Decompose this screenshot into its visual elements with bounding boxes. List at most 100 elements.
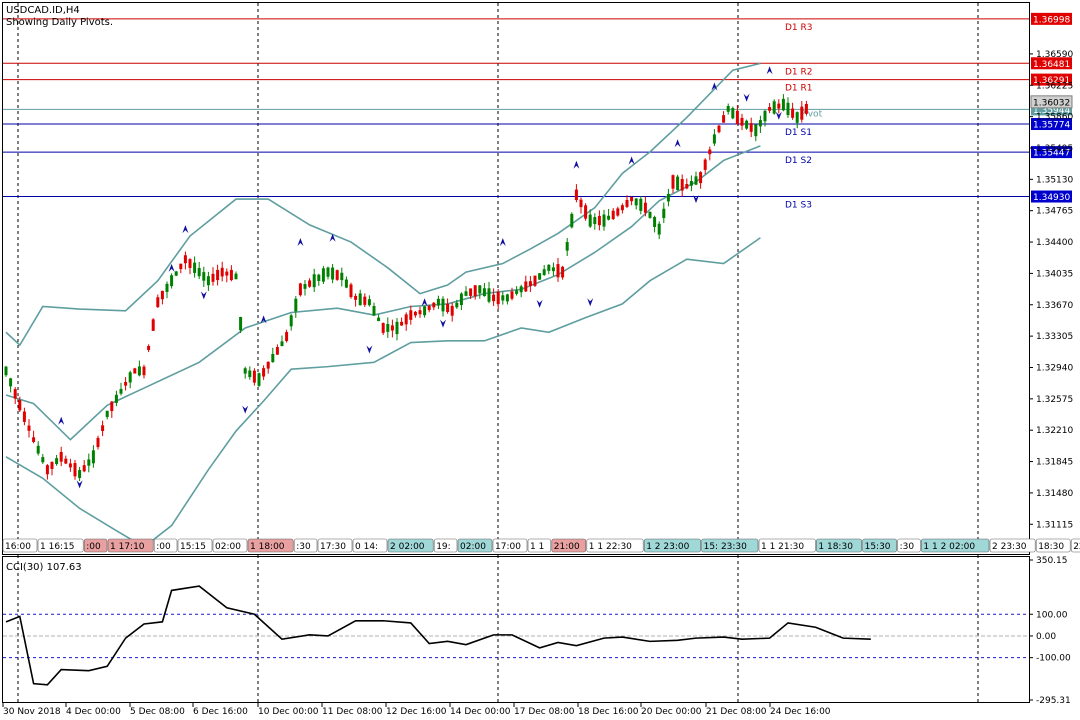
candle-body — [694, 176, 698, 185]
candle-body — [404, 314, 408, 325]
candle-body — [473, 285, 477, 297]
candle-body — [459, 293, 463, 306]
cci-name: CCI(30) — [6, 562, 44, 573]
fractal-down-marker — [366, 345, 373, 354]
session-label-box — [492, 538, 528, 553]
pivot-badge — [1031, 73, 1072, 86]
bollinger-bands — [5, 62, 761, 548]
session-label-box — [247, 538, 294, 553]
candle-body — [436, 298, 440, 306]
date-label: 5 Dec 08:00 — [130, 707, 185, 717]
session-label-text: :00 — [86, 542, 101, 552]
candle-body — [298, 283, 302, 296]
candle-body — [110, 401, 114, 412]
candle-body — [142, 366, 146, 376]
candle-body — [781, 98, 785, 111]
price-tick-label: 1.34400 — [1036, 238, 1073, 248]
session-label-text: 1 1 2 02:00 — [923, 542, 975, 552]
price-tick-label: 1.31115 — [1036, 520, 1073, 530]
session-label-text: 22:30 — [1073, 542, 1080, 552]
cci-line — [5, 585, 871, 686]
session-label-text: 1 1 — [530, 542, 544, 552]
candle-body — [524, 281, 528, 292]
session-label-box — [586, 538, 644, 553]
cci-tick-label: 100.00 — [1036, 610, 1068, 620]
candle-body — [36, 445, 40, 454]
candle-body — [542, 269, 546, 276]
cci-title: CCI(30) 107.63 — [6, 562, 82, 573]
pivot-subtitle: Showing Daily Pivots. — [6, 17, 113, 28]
candle-body — [418, 310, 422, 315]
price-tick-label: 1.31845 — [1036, 458, 1073, 468]
candle-body — [588, 214, 592, 227]
candle-body — [271, 353, 275, 363]
cci-value: 107.63 — [47, 562, 82, 573]
candle-body — [561, 266, 565, 278]
candle-body — [464, 291, 468, 296]
fractal-down-marker — [242, 405, 249, 414]
session-label-box — [83, 538, 108, 553]
price-tick-label: 1.32210 — [1036, 426, 1073, 436]
cci-tick-label: -295.31 — [1036, 696, 1071, 706]
fractal-up-marker — [421, 298, 428, 307]
session-label-box — [551, 538, 587, 553]
session-label-box — [293, 538, 318, 553]
candle-body — [229, 269, 233, 281]
cci-tick-label: 0.00 — [1036, 632, 1056, 642]
price-tick-label: 1.32940 — [1036, 363, 1073, 373]
pivot-lines: D1 R3 D1 R2 D1 R1 Pivot D1 S1 D1 S2 D1 S3 — [3, 18, 1029, 211]
cci-tick-label: -100.00 — [1036, 654, 1071, 664]
candle-body — [73, 463, 77, 477]
candle-body — [446, 303, 450, 313]
candle-body — [584, 205, 588, 219]
candle-body — [593, 217, 597, 225]
candle-body — [262, 368, 266, 377]
candle-body — [197, 268, 201, 277]
price-tick-label: 1.32575 — [1036, 395, 1073, 405]
candle-body — [234, 273, 238, 280]
candle-body — [510, 291, 514, 299]
candle-body — [64, 458, 68, 464]
session-label-box — [387, 538, 434, 553]
candle-body — [386, 324, 390, 332]
candle-body — [740, 117, 744, 126]
pivot-badge-value: 1.35447 — [1033, 149, 1070, 159]
candle-body — [294, 298, 298, 312]
candle-body — [372, 306, 376, 316]
current-price-value: 1.36032 — [1033, 98, 1070, 108]
candle-body — [239, 317, 243, 331]
session-label-text: 1 2 23:00 — [646, 542, 689, 552]
session-label-text: 21:00 — [554, 542, 580, 552]
candle-body — [32, 437, 36, 442]
candle-body — [285, 332, 289, 342]
candle-body — [579, 199, 583, 208]
candle-body — [188, 259, 192, 268]
vertical-grid — [17, 3, 979, 703]
candle-body — [257, 373, 261, 386]
candle-body — [308, 280, 312, 287]
candle-body — [565, 242, 569, 251]
price-tick-label: 1.35495 — [1036, 144, 1073, 154]
session-label-text: 17:00 — [495, 542, 521, 552]
session-label-box — [921, 538, 990, 553]
candle-body — [515, 290, 519, 294]
session-label-text: 1 18:00 — [250, 542, 285, 552]
candle-body — [59, 451, 63, 462]
session-label-box — [317, 538, 353, 553]
candle-body — [469, 288, 473, 296]
date-label: 21 Dec 08:00 — [706, 707, 767, 717]
candle-body — [105, 410, 109, 417]
candle-body — [786, 102, 790, 116]
fractal-down-marker — [76, 480, 83, 489]
main-chart-frame — [2, 2, 1030, 555]
candle-body — [280, 341, 284, 347]
candle-body — [275, 347, 279, 355]
pivot-badge — [1031, 190, 1072, 203]
fractal-up-marker — [628, 156, 635, 165]
candle-body — [758, 120, 762, 127]
candle-body — [620, 205, 624, 211]
candle-body — [441, 298, 445, 312]
session-label-text: 2 23:30 — [992, 542, 1027, 552]
session-label-text: 1 18:30 — [818, 542, 853, 552]
candle-body — [689, 181, 693, 186]
